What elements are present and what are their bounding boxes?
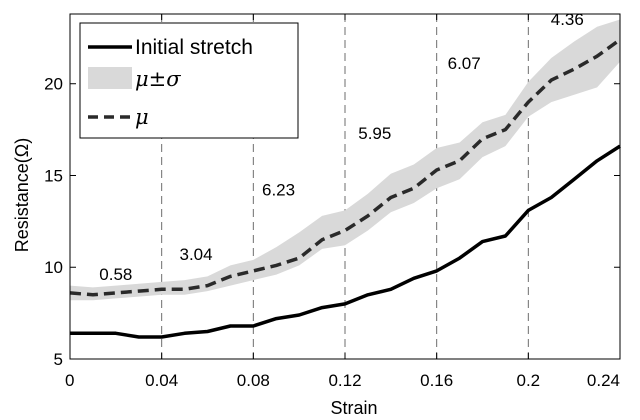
axis-ticks [69,14,621,360]
annotation-label-5: 4.36 [551,10,584,29]
x-tick-label-6: 0.24 [587,371,620,390]
y-tick-label-2: 15 [44,166,63,185]
annotation-label-1: 3.04 [179,245,212,264]
y-tick-label-1: 10 [44,258,63,277]
std-band-area [70,19,620,301]
data-annotations: 0.58 3.04 6.23 5.95 6.07 4.36 [99,10,584,284]
annotation-label-0: 0.58 [99,265,132,284]
y-tick-label-0: 5 [54,350,63,369]
legend-label-mean: μ [135,105,149,129]
x-tick-labels: 0 0.04 0.08 0.12 0.16 0.2 0.24 [65,371,620,390]
std-band-layer [70,19,620,301]
x-tick-label-1: 0.04 [145,371,178,390]
initial-stretch-line [70,144,621,339]
y-tick-label-3: 20 [44,75,63,94]
x-tick-label-0: 0 [65,371,74,390]
legend-swatch-band [88,67,132,89]
annotation-label-4: 6.07 [448,54,481,73]
x-tick-label-5: 0.2 [517,371,541,390]
annotation-label-3: 5.95 [358,124,391,143]
y-tick-labels: 5 10 15 20 [44,75,63,369]
series-lines-layer [69,38,622,339]
legend-label-band: μ±σ [135,67,181,91]
y-axis-title: Resistance(Ω) [12,138,32,253]
mean-line [69,38,622,297]
x-tick-label-4: 0.16 [420,371,453,390]
annotation-label-2: 6.23 [262,181,295,200]
x-tick-label-3: 0.12 [328,371,361,390]
x-tick-label-2: 0.08 [237,371,270,390]
legend-label-initial-stretch: Initial stretch [135,36,253,59]
legend: Initial stretch μ±σ μ [79,22,299,139]
x-axis-title: Strain [330,398,377,418]
